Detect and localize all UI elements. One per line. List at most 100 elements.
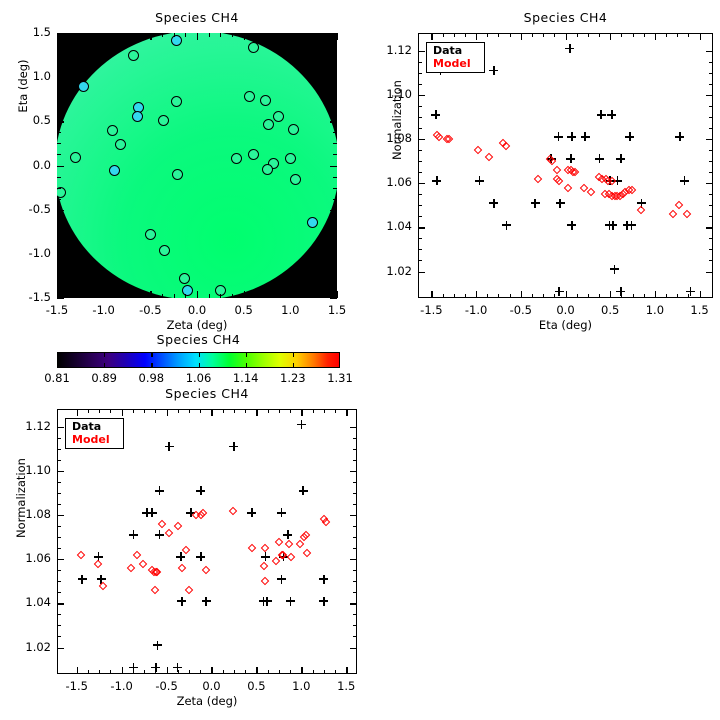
data-marker-plus[interactable] <box>247 508 257 518</box>
map-marker-circle[interactable] <box>263 119 275 131</box>
data-marker-plus[interactable] <box>679 176 689 186</box>
axis-minortick-x <box>543 294 545 298</box>
data-marker-plus[interactable] <box>93 552 103 562</box>
data-marker-plus[interactable] <box>625 132 635 142</box>
data-marker-plus[interactable] <box>489 66 499 76</box>
axis-tick-y <box>57 603 64 605</box>
data-marker-plus[interactable] <box>546 154 556 164</box>
data-marker-plus[interactable] <box>128 662 138 672</box>
data-marker-plus[interactable] <box>177 596 187 606</box>
map-marker-circle[interactable] <box>268 158 280 170</box>
map-marker-circle[interactable] <box>57 186 67 198</box>
data-marker-plus[interactable] <box>283 530 293 540</box>
data-marker-plus[interactable] <box>627 220 637 230</box>
map-marker-circle[interactable] <box>157 114 169 126</box>
map-marker-circle[interactable] <box>272 111 284 123</box>
data-marker-plus[interactable] <box>610 264 620 274</box>
data-marker-plus[interactable] <box>554 286 564 296</box>
map-marker-circle[interactable] <box>170 95 182 107</box>
map-marker-circle[interactable] <box>114 138 126 150</box>
data-marker-plus[interactable] <box>530 198 540 208</box>
data-marker-plus[interactable] <box>142 508 152 518</box>
data-marker-plus[interactable] <box>431 110 441 120</box>
eta-plot-area[interactable] <box>418 33 713 298</box>
data-marker-plus[interactable] <box>77 574 87 584</box>
zeta-plot-area[interactable] <box>57 409 357 674</box>
data-marker-plus[interactable] <box>286 596 296 606</box>
data-marker-plus[interactable] <box>196 552 206 562</box>
map-marker-circle[interactable] <box>171 168 183 180</box>
data-marker-plus[interactable] <box>616 154 626 164</box>
map-marker-circle[interactable] <box>230 152 242 164</box>
eta-plot-legend[interactable]: Data Model <box>426 42 485 73</box>
map-marker-circle[interactable] <box>287 123 299 135</box>
map-marker-circle[interactable] <box>170 34 182 46</box>
zeta-plot-legend[interactable]: Data Model <box>65 418 124 449</box>
data-marker-plus[interactable] <box>555 198 565 208</box>
data-marker-plus[interactable] <box>154 486 164 496</box>
map-marker-circle[interactable] <box>179 273 191 285</box>
map-marker-circle[interactable] <box>247 41 259 53</box>
map-marker-circle[interactable] <box>131 110 143 122</box>
data-marker-plus[interactable] <box>96 574 106 584</box>
data-marker-plus[interactable] <box>502 220 511 230</box>
data-marker-plus[interactable] <box>176 552 186 562</box>
data-marker-plus[interactable] <box>489 198 499 208</box>
map-marker-circle[interactable] <box>106 124 118 136</box>
data-marker-plus[interactable] <box>596 110 606 120</box>
data-marker-plus[interactable] <box>675 132 685 142</box>
data-marker-plus[interactable] <box>567 132 577 142</box>
data-marker-plus[interactable] <box>607 110 617 120</box>
data-marker-plus[interactable] <box>229 442 239 452</box>
map-marker-circle[interactable] <box>284 152 296 164</box>
colorbar-tick <box>292 352 295 357</box>
data-marker-plus[interactable] <box>605 176 615 186</box>
data-marker-plus[interactable] <box>172 662 182 672</box>
data-marker-plus[interactable] <box>612 176 622 186</box>
data-marker-plus[interactable] <box>128 530 138 540</box>
axis-minortick-x <box>643 294 645 298</box>
data-marker-plus[interactable] <box>636 198 646 208</box>
map-marker-circle[interactable] <box>307 217 319 229</box>
map-marker-circle[interactable] <box>70 152 82 164</box>
data-marker-plus[interactable] <box>553 132 563 142</box>
data-marker-plus[interactable] <box>567 220 577 230</box>
map-marker-circle[interactable] <box>243 91 255 103</box>
data-marker-plus[interactable] <box>277 508 287 518</box>
data-marker-plus[interactable] <box>296 419 306 429</box>
data-marker-plus[interactable] <box>153 640 163 650</box>
data-marker-plus[interactable] <box>580 132 590 142</box>
map-marker-circle[interactable] <box>289 174 301 186</box>
data-marker-plus[interactable] <box>262 596 272 606</box>
data-marker-plus[interactable] <box>186 508 196 518</box>
data-marker-plus[interactable] <box>298 486 308 496</box>
map-marker-circle[interactable] <box>109 165 121 177</box>
data-marker-plus[interactable] <box>566 154 576 164</box>
data-marker-plus[interactable] <box>432 176 442 186</box>
map-marker-circle[interactable] <box>261 164 273 176</box>
data-marker-plus[interactable] <box>201 596 211 606</box>
data-marker-plus[interactable] <box>196 486 206 496</box>
data-marker-plus[interactable] <box>319 596 329 606</box>
data-marker-plus[interactable] <box>319 574 329 584</box>
data-marker-plus[interactable] <box>164 442 174 452</box>
map-marker-circle[interactable] <box>158 244 170 256</box>
map-marker-circle[interactable] <box>182 284 194 296</box>
data-marker-plus[interactable] <box>565 43 575 53</box>
data-marker-plus[interactable] <box>260 552 270 562</box>
data-marker-plus[interactable] <box>608 220 618 230</box>
data-marker-plus[interactable] <box>147 508 157 518</box>
data-marker-plus[interactable] <box>277 574 287 584</box>
map-marker-circle[interactable] <box>259 94 271 106</box>
map-marker-circle[interactable] <box>77 81 89 93</box>
map-marker-circle[interactable] <box>128 49 140 61</box>
data-marker-plus[interactable] <box>154 530 164 540</box>
data-marker-plus[interactable] <box>475 176 485 186</box>
data-marker-plus[interactable] <box>278 552 288 562</box>
map-marker-circle[interactable] <box>144 228 156 240</box>
map-marker-circle[interactable] <box>247 148 259 160</box>
data-marker-plus[interactable] <box>151 662 161 672</box>
data-marker-plus[interactable] <box>594 154 604 164</box>
data-marker-plus[interactable] <box>686 286 696 296</box>
data-marker-plus[interactable] <box>616 286 626 296</box>
